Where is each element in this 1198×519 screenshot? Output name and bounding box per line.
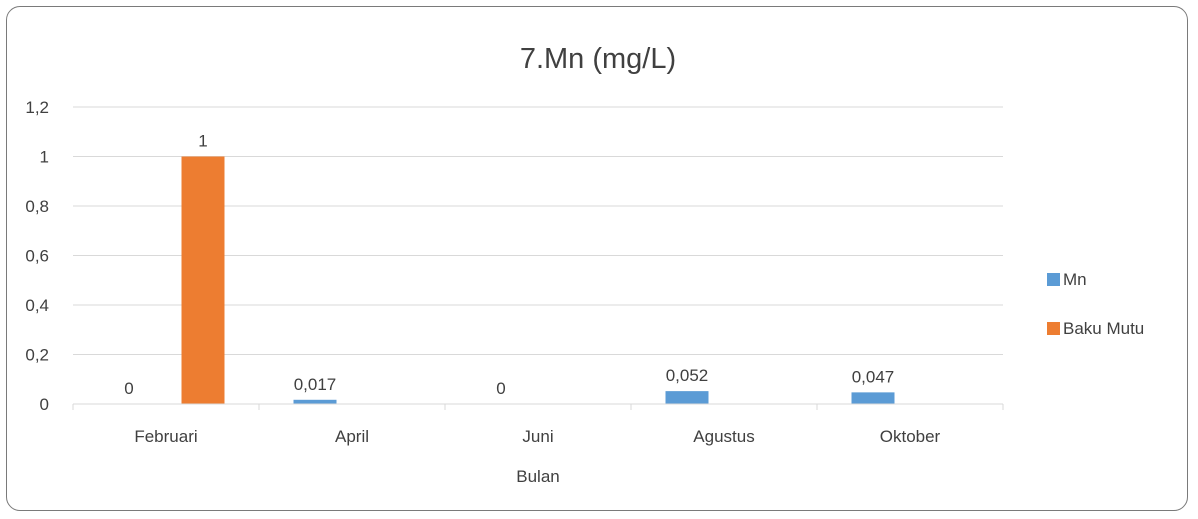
y-tick-label: 0,4 — [25, 296, 49, 315]
data-label: 0,047 — [852, 367, 895, 386]
y-tick-label: 0,8 — [25, 197, 49, 216]
bar-mn — [851, 392, 895, 404]
legend-label: Mn — [1063, 270, 1087, 289]
y-tick-label: 1 — [40, 148, 49, 167]
x-tick-label: Oktober — [880, 427, 941, 446]
x-axis-title: Bulan — [516, 467, 559, 486]
legend-swatch — [1047, 322, 1060, 335]
bars — [181, 156, 895, 404]
chart-title: 7.Mn (mg/L) — [520, 43, 676, 75]
x-tick-label: Agustus — [693, 427, 754, 446]
data-label: 0,052 — [666, 366, 709, 385]
y-tick-label: 0,6 — [25, 247, 49, 266]
bar-baku-mutu — [181, 156, 225, 404]
y-tick-label: 0,2 — [25, 346, 49, 365]
legend-swatch — [1047, 273, 1060, 286]
legend-label: Baku Mutu — [1063, 319, 1144, 338]
bar-mn — [293, 399, 337, 404]
x-tick-label: Juni — [522, 427, 553, 446]
data-label: 1 — [198, 132, 207, 151]
gridlines — [73, 106, 1003, 355]
x-tick-label: Februari — [134, 427, 197, 446]
bar-mn — [665, 391, 709, 404]
y-tick-label: 1,2 — [25, 98, 49, 117]
y-tick-label: 0 — [40, 395, 49, 414]
data-label: 0,017 — [294, 375, 337, 394]
data-label: 0 — [496, 379, 505, 398]
x-tick-label: April — [335, 427, 369, 446]
data-labels: 0 0,017 0 0,052 0,047 1 — [124, 132, 894, 399]
legend: Mn Baku Mutu — [1047, 270, 1144, 338]
x-axis: Februari April Juni Agustus Oktober — [72, 403, 1004, 446]
data-label: 0 — [124, 379, 133, 398]
y-axis-ticks: 0 0,2 0,4 0,6 0,8 1 1,2 — [25, 98, 49, 414]
